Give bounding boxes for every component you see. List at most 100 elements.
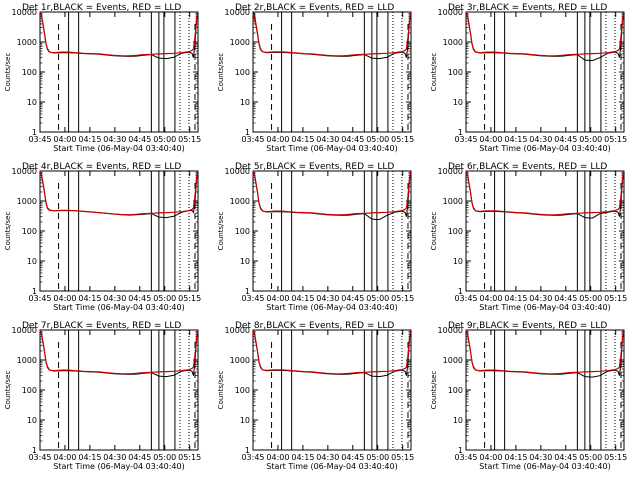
- x-tick-label: 05:15: [178, 294, 201, 303]
- chart-title: Det 8r,BLACK = Events, RED = LLD: [235, 321, 394, 331]
- x-tick-label: 04:45: [341, 453, 364, 462]
- y-tick-label: 1000: [17, 197, 37, 206]
- y-axis-label: Counts/sec: [217, 53, 225, 92]
- y-axis-label: Counts/sec: [4, 53, 12, 92]
- x-tick-label: 05:15: [391, 453, 414, 462]
- x-tick-label: 04:15: [504, 453, 527, 462]
- x-tick-label: 04:00: [479, 294, 502, 303]
- y-axis-label: Counts/sec: [4, 371, 12, 410]
- y-tick-label: 1: [458, 128, 463, 137]
- y-tick-label: 1: [245, 128, 250, 137]
- y-tick-label: 10000: [225, 8, 250, 17]
- lld-series-line: [465, 11, 625, 57]
- x-tick-label: 04:15: [291, 135, 314, 144]
- x-axis-label: Start Time (06-May-04 03:40:40): [53, 462, 184, 471]
- x-axis-label: Start Time (06-May-04 03:40:40): [479, 462, 610, 471]
- y-tick-label: 1: [245, 446, 250, 455]
- chart-panel-7: Det 7r,BLACK = Events, RED = LLD 1 10 100 10…: [4, 321, 201, 471]
- y-axis-label: Counts/sec: [430, 371, 438, 410]
- x-tick-label: 05:00: [579, 294, 602, 303]
- y-tick-label: 10: [453, 98, 463, 107]
- x-tick-label: 03:45: [241, 294, 264, 303]
- y-tick-label: 10000: [438, 326, 463, 335]
- y-tick-label: 100: [235, 227, 250, 236]
- y-tick-label: 100: [22, 68, 37, 77]
- y-tick-label: 1: [32, 446, 37, 455]
- y-tick-label: 1000: [443, 197, 463, 206]
- chart-panel-3: Det 3r,BLACK = Events, RED = LLD 1 10 100 10…: [430, 3, 627, 153]
- plot-frame: [465, 170, 625, 292]
- lld-series-line: [39, 11, 199, 57]
- chart-panel-2: Det 2r,BLACK = Events, RED = LLD 1 10 100 10…: [217, 3, 414, 153]
- y-tick-label: 10: [27, 257, 37, 266]
- chart-title: Det 3r,BLACK = Events, RED = LLD: [448, 3, 607, 13]
- x-tick-label: 04:15: [78, 294, 101, 303]
- y-tick-label: 100: [448, 386, 463, 395]
- x-tick-label: 05:00: [579, 453, 602, 462]
- chart-panel-5: Det 5r,BLACK = Events, RED = LLD 1 10 100 10…: [217, 162, 414, 312]
- x-tick-label: 04:00: [53, 294, 76, 303]
- x-tick-label: 04:00: [266, 294, 289, 303]
- x-axis-label: Start Time (06-May-04 03:40:40): [479, 144, 610, 153]
- x-tick-label: 05:00: [366, 453, 389, 462]
- x-tick-label: 04:15: [291, 294, 314, 303]
- y-tick-label: 1: [32, 287, 37, 296]
- y-tick-label: 100: [22, 227, 37, 236]
- y-tick-label: 10000: [438, 8, 463, 17]
- y-tick-label: 10000: [12, 167, 37, 176]
- chart-panel-6: Det 6r,BLACK = Events, RED = LLD 1 10 100 10…: [430, 162, 627, 312]
- x-tick-label: 05:00: [579, 135, 602, 144]
- y-tick-label: 1: [32, 128, 37, 137]
- y-tick-label: 1: [458, 287, 463, 296]
- y-tick-label: 10000: [438, 167, 463, 176]
- plot-frame: [39, 11, 199, 133]
- x-tick-label: 05:15: [604, 453, 627, 462]
- x-tick-label: 04:30: [316, 135, 339, 144]
- x-tick-label: 03:45: [454, 453, 477, 462]
- x-tick-label: 04:00: [53, 135, 76, 144]
- plot-frame: [252, 11, 412, 133]
- y-tick-label: 100: [235, 68, 250, 77]
- y-tick-label: 1: [245, 287, 250, 296]
- chart-title: Det 6r,BLACK = Events, RED = LLD: [448, 162, 607, 172]
- x-tick-label: 04:00: [53, 453, 76, 462]
- x-axis-label: Start Time (06-May-04 03:40:40): [479, 303, 610, 312]
- x-axis-label: Start Time (06-May-04 03:40:40): [53, 144, 184, 153]
- x-tick-label: 04:30: [103, 294, 126, 303]
- y-tick-label: 10000: [12, 326, 37, 335]
- x-axis-label: Start Time (06-May-04 03:40:40): [266, 303, 397, 312]
- y-tick-label: 1000: [230, 356, 250, 365]
- plot-frame: [465, 11, 625, 133]
- plot-frame: [252, 329, 412, 451]
- x-tick-label: 05:00: [153, 453, 176, 462]
- x-tick-label: 03:45: [28, 453, 51, 462]
- x-tick-label: 03:45: [28, 135, 51, 144]
- y-axis-label: Counts/sec: [430, 53, 438, 92]
- chart-panel-1: Det 1r,BLACK = Events, RED = LLD 1 10 100 10…: [4, 3, 201, 153]
- chart-panel-4: Det 4r,BLACK = Events, RED = LLD 1 10 100 10…: [4, 162, 201, 312]
- y-tick-label: 1000: [17, 38, 37, 47]
- y-axis-label: Counts/sec: [4, 212, 12, 251]
- x-tick-label: 05:15: [604, 135, 627, 144]
- x-tick-label: 03:45: [28, 294, 51, 303]
- x-tick-label: 05:00: [366, 294, 389, 303]
- x-tick-label: 04:45: [341, 294, 364, 303]
- y-tick-label: 1: [458, 446, 463, 455]
- y-axis-label: Counts/sec: [217, 212, 225, 251]
- x-tick-label: 04:00: [479, 135, 502, 144]
- x-tick-label: 05:00: [153, 135, 176, 144]
- x-tick-label: 05:15: [178, 135, 201, 144]
- x-tick-label: 04:15: [78, 453, 101, 462]
- x-tick-label: 04:15: [504, 135, 527, 144]
- lld-series-line: [252, 12, 412, 57]
- x-tick-label: 04:30: [529, 135, 552, 144]
- lld-series-line: [39, 170, 199, 216]
- x-tick-label: 04:45: [128, 135, 151, 144]
- y-tick-label: 100: [448, 68, 463, 77]
- x-tick-label: 04:30: [529, 453, 552, 462]
- y-tick-label: 1000: [443, 38, 463, 47]
- x-tick-label: 04:15: [78, 135, 101, 144]
- y-tick-label: 1000: [230, 197, 250, 206]
- y-tick-label: 1000: [230, 38, 250, 47]
